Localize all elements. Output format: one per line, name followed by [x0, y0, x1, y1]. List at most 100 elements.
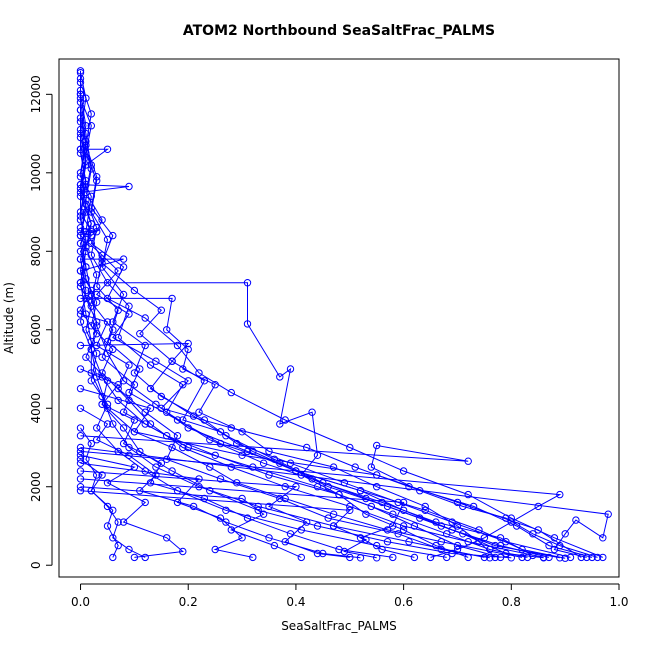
- data-point: [200, 494, 209, 503]
- data-point: [157, 392, 166, 401]
- data-point: [222, 432, 230, 440]
- series-23: [76, 467, 354, 562]
- data-point: [491, 541, 499, 550]
- y-tick-label: 10000: [29, 154, 43, 192]
- data-point: [496, 534, 505, 542]
- data-point: [87, 286, 96, 295]
- plot-frame: [58, 58, 620, 578]
- data-point: [459, 530, 467, 538]
- data-point: [561, 530, 569, 538]
- x-axis: 0.0 0.2 0.4 0.6 0.8 1.0: [71, 583, 629, 609]
- data-point: [87, 220, 96, 228]
- data-point: [136, 487, 144, 495]
- data-point: [103, 145, 112, 154]
- y-axis: 0 2000 4000 6000 8000 10000 12000: [29, 75, 53, 569]
- data-point: [76, 459, 85, 467]
- data-point: [76, 239, 85, 248]
- data-point: [362, 536, 370, 544]
- series-19: [76, 447, 564, 562]
- data-point: [356, 487, 365, 495]
- data-point: [227, 388, 236, 397]
- data-point: [243, 279, 252, 287]
- data-point: [270, 541, 279, 550]
- data-point: [82, 263, 90, 271]
- data-point: [114, 541, 122, 550]
- data-point: [168, 443, 176, 452]
- data-point: [136, 330, 144, 338]
- data-point: [329, 522, 338, 530]
- x-tick-label: 1.0: [609, 595, 628, 609]
- data-point: [82, 326, 90, 334]
- data-point: [98, 263, 106, 271]
- series-line: [80, 486, 302, 558]
- data-point: [405, 538, 413, 546]
- series-14: [76, 279, 472, 562]
- data-point: [243, 320, 252, 328]
- data-point: [443, 553, 451, 562]
- data-point: [421, 502, 429, 511]
- data-point: [76, 384, 85, 393]
- y-tick-label: 4000: [29, 393, 43, 424]
- data-point: [195, 369, 203, 377]
- data-point: [464, 457, 472, 465]
- data-point: [76, 133, 85, 142]
- data-point: [200, 416, 209, 424]
- data-point: [76, 306, 85, 314]
- data-point: [82, 161, 90, 169]
- data-point: [157, 404, 166, 412]
- data-point: [599, 534, 607, 542]
- data-point: [173, 432, 182, 440]
- data-point: [93, 282, 101, 291]
- data-point: [286, 459, 295, 467]
- data-point: [545, 553, 553, 562]
- data-point: [76, 467, 85, 475]
- x-tick-label: 0.6: [394, 595, 413, 609]
- series-line: [79, 72, 603, 558]
- data-point: [130, 553, 139, 562]
- data-point: [76, 318, 85, 326]
- series-line: [80, 478, 415, 558]
- data-point: [76, 475, 85, 483]
- data-point: [394, 530, 402, 538]
- data-point: [346, 443, 354, 452]
- data-point: [76, 424, 85, 432]
- data-point: [362, 510, 370, 518]
- data-point: [383, 538, 392, 546]
- series-29: [76, 310, 494, 562]
- data-point: [286, 365, 295, 373]
- data-point: [157, 459, 166, 467]
- data-point: [76, 145, 85, 154]
- series-15: [76, 294, 499, 562]
- data-point: [367, 463, 375, 471]
- data-point: [87, 208, 96, 216]
- data-point: [93, 177, 101, 185]
- data-point: [211, 545, 219, 554]
- series-line: [80, 98, 571, 558]
- data-point: [507, 554, 515, 562]
- data-point: [179, 381, 187, 389]
- data-point: [410, 522, 419, 530]
- data-point: [82, 455, 90, 463]
- series-line: [80, 82, 534, 556]
- data-point: [76, 447, 85, 456]
- data-point: [281, 494, 289, 503]
- data-point: [238, 494, 246, 503]
- data-point: [76, 231, 85, 240]
- data-point: [227, 526, 236, 534]
- series-18: [76, 443, 612, 562]
- data-point: [98, 251, 106, 259]
- data-point: [173, 416, 182, 424]
- data-point: [119, 424, 128, 432]
- data-point: [152, 471, 160, 479]
- data-point: [98, 392, 106, 401]
- data-point: [146, 384, 155, 393]
- data-point: [93, 424, 101, 432]
- data-point: [448, 549, 456, 558]
- series-4: [76, 86, 489, 562]
- data-point: [125, 302, 133, 310]
- data-point: [550, 534, 559, 542]
- data-point: [216, 439, 225, 448]
- data-point: [534, 502, 542, 511]
- data-point: [259, 459, 268, 467]
- data-point: [335, 545, 343, 554]
